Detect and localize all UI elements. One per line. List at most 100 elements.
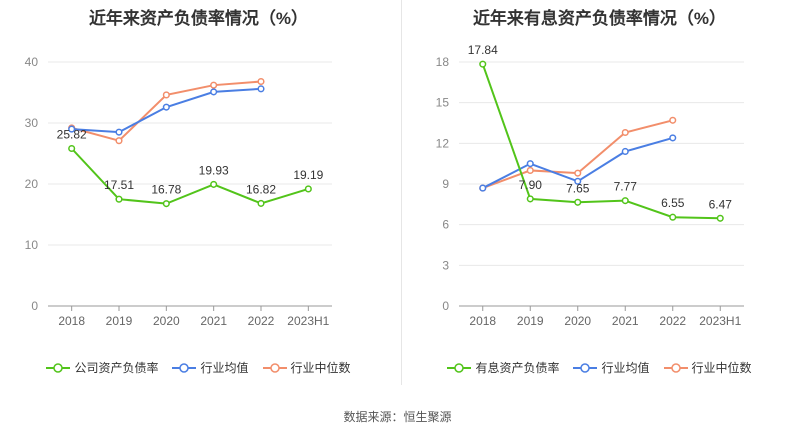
y-tick-label: 6 xyxy=(442,218,449,232)
chart-legend-right: 有息资产负债率 行业均值 行业中位数 xyxy=(404,359,795,376)
chart-panel-right: 近年来有息资产负债率情况（%） 0 3 6 9 12 15 18 2018 2019 2020 20… xyxy=(404,0,795,390)
data-label: 19.93 xyxy=(199,163,229,177)
series-line xyxy=(481,63,721,220)
series-line xyxy=(70,147,309,205)
data-label: 17.84 xyxy=(468,43,498,57)
legend-marker xyxy=(454,362,465,373)
data-point xyxy=(574,177,582,185)
panel-divider xyxy=(401,0,402,385)
legend-line-marker-icon xyxy=(573,362,598,373)
legend-marker xyxy=(179,362,190,373)
x-tick-label: 2019 xyxy=(517,314,544,328)
data-point xyxy=(68,144,76,153)
legend-item[interactable]: 行业中位数 xyxy=(663,359,752,376)
data-point xyxy=(621,197,629,205)
y-tick-label: 15 xyxy=(436,96,450,110)
data-point xyxy=(621,147,629,156)
data-label: 7.90 xyxy=(519,178,543,192)
y-tick-label: 12 xyxy=(436,136,450,150)
x-tick-label: 2020 xyxy=(153,314,180,328)
legend-label: 行业均值 xyxy=(200,361,249,375)
x-tick-label: 2021 xyxy=(612,314,639,328)
data-point xyxy=(526,160,534,168)
data-label: 6.55 xyxy=(661,196,685,210)
data-point xyxy=(68,125,76,133)
data-point xyxy=(257,77,265,86)
x-tick-label: 2022 xyxy=(659,314,686,328)
data-point xyxy=(115,128,123,136)
chart-legend-left: 公司资产负债率 行业均值 行业中位数 xyxy=(0,359,397,376)
y-tick-label: 40 xyxy=(25,55,39,69)
data-point xyxy=(669,213,677,221)
data-point xyxy=(669,134,677,142)
legend-item[interactable]: 公司资产负债率 xyxy=(46,359,158,376)
data-point xyxy=(304,185,312,193)
data-point xyxy=(716,214,724,222)
data-label: 6.47 xyxy=(709,197,733,211)
legend-label: 公司资产负债率 xyxy=(74,361,159,375)
x-tick-label: 2018 xyxy=(58,314,85,328)
data-label: 16.82 xyxy=(246,182,276,196)
data-point xyxy=(574,169,582,177)
y-tick-label: 9 xyxy=(442,177,449,191)
chart-panel-left: 近年来资产负债率情况（%） 0 10 20 30 40 2018 2019 2020 2021 2… xyxy=(0,0,397,390)
legend-marker xyxy=(580,362,591,373)
legend-item[interactable]: 行业中位数 xyxy=(262,359,351,376)
data-label: 17.51 xyxy=(104,178,134,192)
x-tick-label: 2023H1 xyxy=(699,314,741,328)
data-label: 7.65 xyxy=(566,181,590,195)
y-tick-label: 0 xyxy=(31,299,38,313)
data-point xyxy=(574,198,582,206)
legend-marker xyxy=(53,362,64,373)
legend-marker xyxy=(269,362,280,373)
legend-label: 有息资产负债率 xyxy=(475,361,560,375)
chart-plot-left: 0 10 20 30 40 2018 2019 2020 2021 2022 2023H1 25.82… xyxy=(25,55,332,328)
data-point xyxy=(257,199,265,207)
chart-title: 近年来资产负债率情况（%） xyxy=(88,9,309,28)
x-tick-label: 2020 xyxy=(564,314,591,328)
data-point xyxy=(115,195,123,203)
legend-item[interactable]: 有息资产负债率 xyxy=(447,359,559,376)
data-label: 16.78 xyxy=(151,183,181,197)
data-point xyxy=(162,200,170,208)
data-point xyxy=(257,85,265,93)
legend-line-marker-icon xyxy=(46,362,71,373)
x-tick-label: 2023H1 xyxy=(287,314,329,328)
data-point xyxy=(210,81,218,89)
y-tick-label: 18 xyxy=(436,55,450,69)
y-tick-label: 20 xyxy=(25,177,39,191)
data-point xyxy=(162,91,170,99)
legend-label: 行业均值 xyxy=(601,361,650,375)
data-point xyxy=(479,184,487,192)
x-tick-label: 2022 xyxy=(248,314,275,328)
y-tick-label: 30 xyxy=(25,116,39,130)
y-tick-label: 10 xyxy=(25,238,39,252)
data-point xyxy=(210,180,218,188)
x-tick-label: 2019 xyxy=(106,314,133,328)
x-tick-label: 2021 xyxy=(200,314,227,328)
y-tick-label: 3 xyxy=(442,258,449,272)
data-label: 7.77 xyxy=(614,180,638,194)
chart-plot-right: 0 3 6 9 12 15 18 2018 2019 2020 2021 2022 2023H1 17.8… xyxy=(436,43,744,328)
chart-title: 近年来有息资产负债率情况（%） xyxy=(472,9,727,28)
data-source-note: 数据来源：恒生聚源 xyxy=(343,410,452,424)
data-label: 19.19 xyxy=(293,168,323,182)
legend-label: 行业中位数 xyxy=(290,361,351,375)
data-label: 25.82 xyxy=(57,127,87,141)
legend-line-marker-icon xyxy=(172,362,197,373)
data-point xyxy=(526,195,534,203)
data-point xyxy=(669,116,677,124)
legend-line-marker-icon xyxy=(663,362,688,373)
data-point xyxy=(621,128,629,137)
legend-label: 行业中位数 xyxy=(691,361,752,375)
data-point xyxy=(479,60,487,68)
legend-marker xyxy=(670,362,681,373)
data-point xyxy=(210,88,218,96)
legend-line-marker-icon xyxy=(262,362,287,373)
data-point xyxy=(526,166,534,174)
y-tick-label: 0 xyxy=(442,299,449,313)
data-point xyxy=(162,103,170,111)
x-tick-label: 2018 xyxy=(469,314,496,328)
legend-item[interactable]: 行业均值 xyxy=(573,359,650,376)
legend-item[interactable]: 行业均值 xyxy=(172,359,249,376)
